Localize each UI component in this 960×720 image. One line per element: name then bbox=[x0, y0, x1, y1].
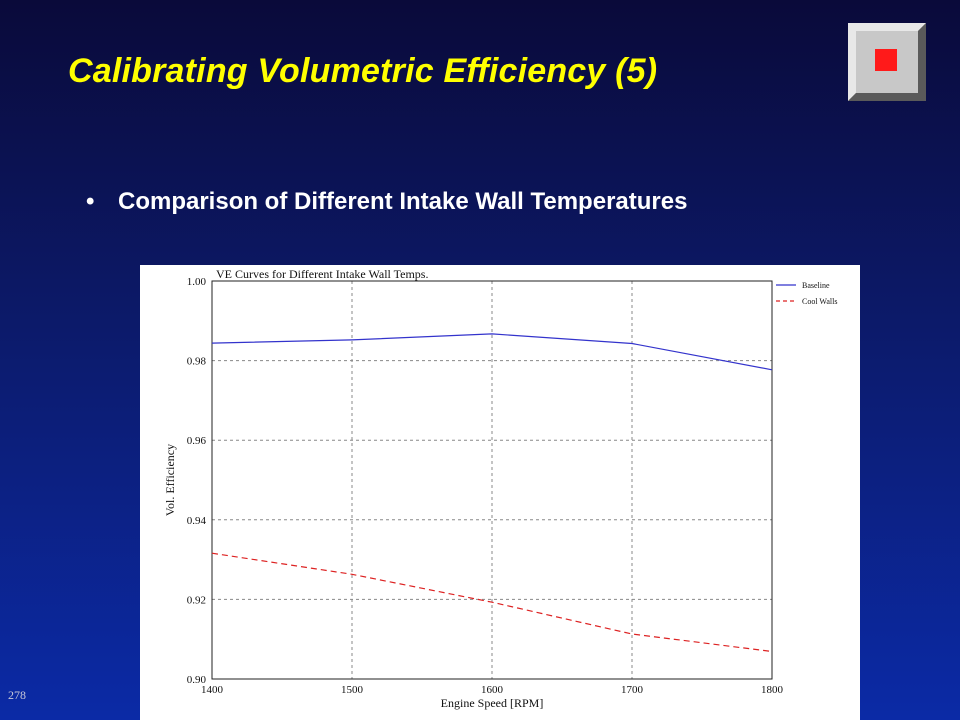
y-axis-label: Vol. Efficiency bbox=[163, 444, 177, 516]
page-number: 278 bbox=[8, 688, 26, 702]
y-tick-label: 1.00 bbox=[187, 276, 207, 288]
x-axis-label: Engine Speed [RPM] bbox=[441, 696, 544, 710]
legend-label: Baseline bbox=[802, 281, 830, 290]
chart-panel: 1400 1500 1600 1700 1800 0.90 0.92 0.94 0.96 0.98… bbox=[140, 265, 860, 720]
series-line-cool-walls bbox=[211, 552, 773, 653]
plot-frame bbox=[211, 280, 773, 680]
y-tick-label: 0.94 bbox=[187, 515, 207, 527]
slide-title: Calibrating Volumetric Efficiency (5) bbox=[68, 52, 658, 90]
bullet-text: Comparison of Different Intake Wall Temp… bbox=[118, 188, 688, 215]
bullet-dot: • bbox=[86, 188, 95, 215]
chart-series bbox=[211, 333, 773, 653]
chart-title: VE Curves for Different Intake Wall Temp… bbox=[216, 267, 428, 281]
chart-legend: Baseline Cool Walls bbox=[776, 281, 837, 306]
x-tick-label: 1800 bbox=[761, 684, 784, 696]
x-tick-label: 1400 bbox=[201, 684, 224, 696]
x-tick-label: 1700 bbox=[621, 684, 644, 696]
ve-line-chart: 1400 1500 1600 1700 1800 0.90 0.92 0.94 0.96 0.98… bbox=[163, 267, 837, 710]
y-tick-label: 0.90 bbox=[187, 674, 207, 686]
red-square-logo-icon bbox=[848, 23, 926, 101]
y-tick-label: 0.98 bbox=[187, 356, 207, 368]
chart-grid bbox=[212, 281, 772, 679]
y-tick-label: 0.92 bbox=[187, 594, 206, 606]
y-tick-label: 0.96 bbox=[187, 435, 207, 447]
x-tick-label: 1600 bbox=[481, 684, 504, 696]
legend-label: Cool Walls bbox=[802, 297, 837, 306]
x-tick-label: 1500 bbox=[341, 684, 364, 696]
series-line-baseline bbox=[211, 333, 773, 371]
chart-ticks: 1400 1500 1600 1700 1800 0.90 0.92 0.94 0.96 0.98… bbox=[187, 276, 784, 696]
